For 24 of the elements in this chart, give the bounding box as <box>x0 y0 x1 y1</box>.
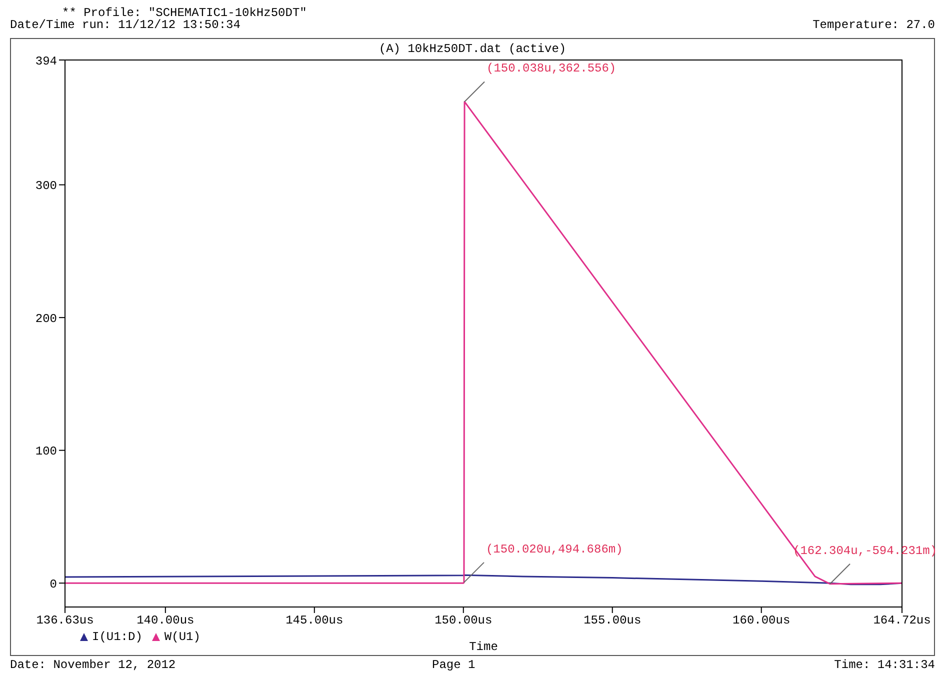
x-tick-label: 136.63us <box>36 614 94 628</box>
text: Time: 14:31:34 <box>834 658 935 672</box>
annotation: (150.038u,362.556) <box>486 62 616 76</box>
legend-label: W(U1) <box>164 630 200 644</box>
x-tick-label: 160.00us <box>732 614 790 628</box>
x-tick-label: 155.00us <box>584 614 642 628</box>
text: Date: November 12, 2012 <box>10 658 176 672</box>
x-tick-label: 145.00us <box>286 614 344 628</box>
y-tick-label: 200 <box>35 312 57 326</box>
text: Temperature: 27.0 <box>812 18 935 32</box>
y-tick-label: 100 <box>35 444 57 459</box>
x-tick-label: 150.00us <box>434 614 492 628</box>
text: Page 1 <box>432 658 476 672</box>
chart-title: (A) 10kHz50DT.dat (active) <box>378 42 568 56</box>
x-axis-title: Time <box>469 640 498 654</box>
annotation: (150.020u,494.686m) <box>486 542 623 556</box>
text: ** Profile: "SCHEMATIC1-10kHz50DT" <box>62 6 307 20</box>
x-tick-label: 140.00us <box>136 614 194 628</box>
text: Date/Time run: 11/12/12 13:50:34 <box>10 18 240 32</box>
y-tick-label: 394 <box>35 54 57 68</box>
y-tick-label: 300 <box>35 179 57 194</box>
x-tick-label: 164.72us <box>873 614 931 628</box>
y-tick-label: 0 <box>50 577 57 592</box>
legend-label: I(U1:D) <box>92 630 142 644</box>
